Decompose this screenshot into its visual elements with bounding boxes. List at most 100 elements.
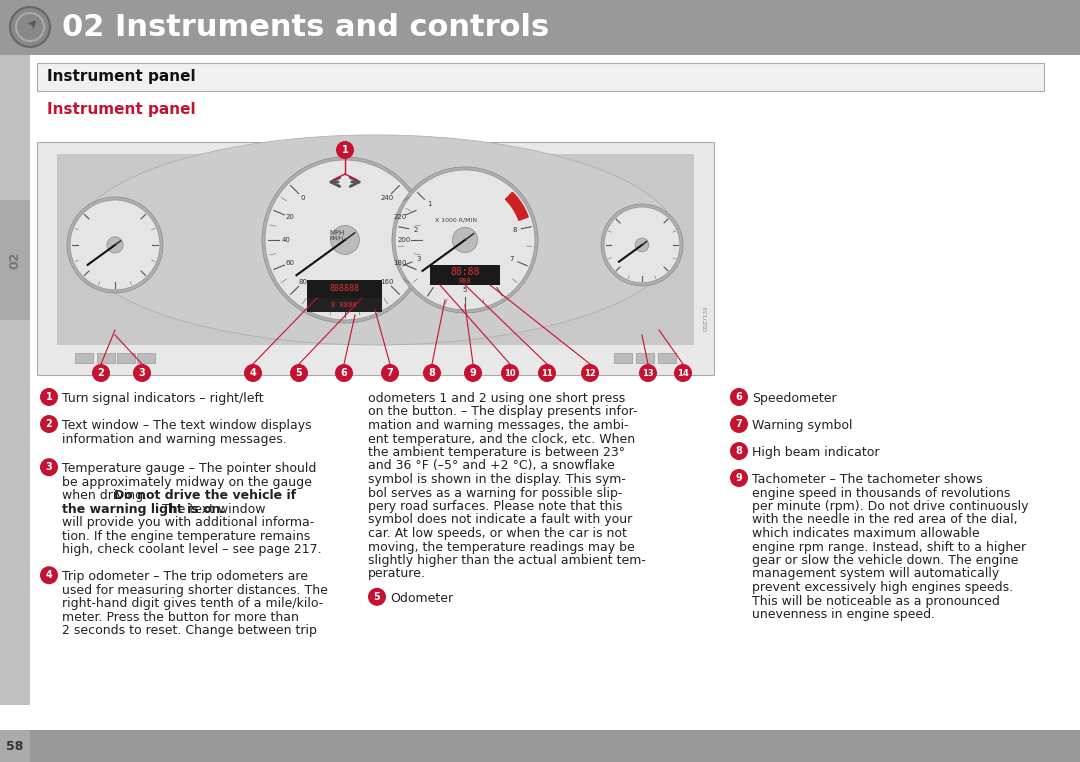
Circle shape	[395, 170, 535, 310]
Circle shape	[674, 364, 692, 382]
Text: mation and warning messages, the ambi-: mation and warning messages, the ambi-	[368, 419, 629, 432]
Text: 11: 11	[541, 369, 553, 377]
Text: 8 8888: 8 8888	[332, 302, 356, 308]
Text: 13: 13	[643, 369, 653, 377]
Bar	[636, 353, 654, 363]
Text: 160: 160	[380, 279, 393, 285]
Polygon shape	[515, 207, 525, 213]
Text: right-hand digit gives tenth of a mile/kilo-: right-hand digit gives tenth of a mile/k…	[62, 597, 323, 610]
Polygon shape	[511, 200, 519, 207]
Text: 7: 7	[387, 368, 393, 378]
Text: odometers 1 and 2 using one short press: odometers 1 and 2 using one short press	[368, 392, 625, 405]
Text: engine speed in thousands of revolutions: engine speed in thousands of revolutions	[752, 486, 1011, 500]
Polygon shape	[509, 196, 516, 203]
Polygon shape	[514, 206, 524, 212]
Text: Text window – The text window displays: Text window – The text window displays	[62, 419, 312, 432]
Text: 140: 140	[361, 292, 375, 298]
Text: 5: 5	[463, 287, 468, 293]
Text: used for measuring shorter distances. The: used for measuring shorter distances. Th…	[62, 584, 328, 597]
Text: 2: 2	[45, 419, 52, 429]
Circle shape	[581, 364, 599, 382]
Polygon shape	[517, 211, 526, 216]
Polygon shape	[517, 213, 527, 218]
Circle shape	[730, 388, 748, 406]
Text: gear or slow the vehicle down. The engine: gear or slow the vehicle down. The engin…	[752, 554, 1018, 567]
Circle shape	[381, 364, 399, 382]
Polygon shape	[509, 197, 517, 204]
Text: 8: 8	[735, 446, 742, 456]
Text: 12: 12	[584, 369, 596, 377]
Text: 4: 4	[435, 279, 440, 285]
Text: 7: 7	[735, 419, 742, 429]
Bar	[615, 353, 632, 363]
Bar	[430, 265, 500, 285]
Text: Temperature gauge – The pointer should: Temperature gauge – The pointer should	[62, 463, 316, 475]
Circle shape	[265, 160, 426, 320]
Bar	[0, 730, 1080, 762]
Circle shape	[244, 364, 262, 382]
Text: 02 Instruments and controls: 02 Instruments and controls	[62, 12, 550, 41]
Text: 6: 6	[340, 368, 348, 378]
Text: tion. If the engine temperature remains: tion. If the engine temperature remains	[62, 530, 310, 543]
Circle shape	[40, 388, 58, 406]
Polygon shape	[510, 198, 518, 205]
Circle shape	[40, 566, 58, 584]
Bar	[307, 298, 382, 312]
Bar	[57, 154, 694, 345]
Circle shape	[635, 238, 649, 251]
Text: be approximately midway on the gauge: be approximately midway on the gauge	[62, 475, 312, 488]
Text: 1: 1	[427, 201, 432, 207]
Text: 7: 7	[510, 256, 514, 262]
Text: Turn signal indicators – right/left: Turn signal indicators – right/left	[62, 392, 264, 405]
Bar	[117, 353, 135, 363]
Text: symbol is shown in the display. This sym-: symbol is shown in the display. This sym…	[368, 473, 626, 486]
Polygon shape	[505, 193, 514, 200]
Text: high, check coolant level – see page 217.: high, check coolant level – see page 217…	[62, 543, 322, 556]
Bar	[97, 353, 114, 363]
Text: Trip odometer – The trip odometers are: Trip odometer – The trip odometers are	[62, 570, 308, 583]
Circle shape	[40, 415, 58, 433]
Text: Instrument panel: Instrument panel	[48, 102, 195, 117]
Circle shape	[133, 364, 151, 382]
Bar	[307, 280, 382, 298]
Circle shape	[368, 588, 386, 606]
Text: MPH: MPH	[329, 230, 345, 236]
Text: slightly higher than the actual ambient tem-: slightly higher than the actual ambient …	[368, 554, 646, 567]
Text: 14: 14	[677, 369, 689, 377]
Polygon shape	[507, 194, 515, 201]
Text: meter. Press the button for more than: meter. Press the button for more than	[62, 610, 299, 624]
Text: with the needle in the red area of the dial,: with the needle in the red area of the d…	[752, 514, 1017, 527]
Circle shape	[392, 167, 538, 313]
Bar	[0, 200, 30, 320]
Text: 5: 5	[374, 592, 380, 602]
Polygon shape	[516, 209, 525, 214]
Circle shape	[67, 197, 163, 293]
Text: 80: 80	[299, 279, 308, 285]
Text: 2: 2	[97, 368, 105, 378]
Text: which indicates maximum allowable: which indicates maximum allowable	[752, 527, 980, 540]
Circle shape	[501, 364, 519, 382]
Bar	[137, 353, 156, 363]
Circle shape	[70, 200, 160, 290]
Text: moving, the temperature readings may be: moving, the temperature readings may be	[368, 540, 635, 553]
Circle shape	[464, 364, 482, 382]
Text: 9: 9	[735, 473, 742, 483]
Circle shape	[600, 204, 683, 286]
Text: 8: 8	[512, 227, 516, 233]
Circle shape	[291, 364, 308, 382]
Text: 120: 120	[338, 296, 352, 303]
Circle shape	[538, 364, 556, 382]
Text: 1: 1	[45, 392, 52, 402]
Text: High beam indicator: High beam indicator	[752, 446, 879, 459]
Text: will provide you with additional informa-: will provide you with additional informa…	[62, 516, 314, 529]
Ellipse shape	[73, 135, 678, 345]
Text: 20: 20	[286, 214, 295, 220]
Text: G0Z7133: G0Z7133	[703, 306, 708, 331]
Text: The text window: The text window	[158, 503, 266, 516]
Circle shape	[639, 364, 657, 382]
Text: ent temperature, and the clock, etc. When: ent temperature, and the clock, etc. Whe…	[368, 433, 635, 446]
Bar	[37, 142, 714, 375]
Polygon shape	[518, 216, 528, 220]
Text: 220: 220	[393, 214, 406, 220]
Circle shape	[335, 364, 353, 382]
